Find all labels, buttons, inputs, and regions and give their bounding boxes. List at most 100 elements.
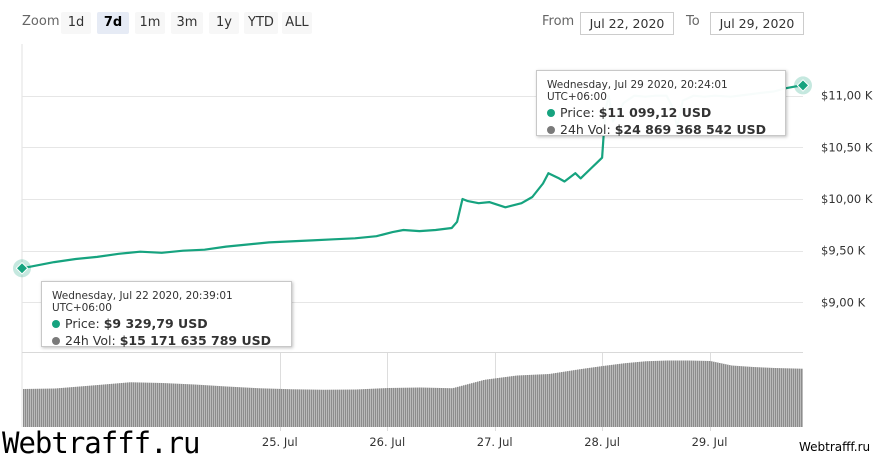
volume-bar — [181, 383, 183, 427]
volume-bar — [579, 369, 581, 427]
volume-bar — [83, 386, 85, 427]
tooltip-start-vol-label: 24h Vol: — [65, 333, 116, 348]
volume-bar — [363, 389, 365, 427]
zoom-3m-button[interactable]: 3m — [171, 12, 203, 34]
volume-bar — [483, 379, 485, 427]
volume-bar — [119, 383, 121, 427]
volume-bar — [661, 360, 663, 427]
volume-bar — [793, 368, 795, 427]
volume-bar — [553, 373, 555, 427]
volume-bar — [577, 369, 579, 427]
volume-bar — [427, 387, 429, 427]
volume-bar — [191, 384, 193, 427]
volume-bar — [597, 366, 599, 427]
volume-bar — [529, 374, 531, 427]
zoom-1d-button[interactable]: 1d — [61, 12, 91, 34]
volume-bar — [89, 385, 91, 427]
volume-bar — [623, 363, 625, 427]
volume-bar — [117, 383, 119, 427]
volume-bar — [283, 389, 285, 427]
volume-bar — [495, 378, 497, 427]
volume-bar — [355, 389, 357, 427]
volume-bar — [611, 364, 613, 427]
volume-bar — [347, 389, 349, 427]
volume-bar — [33, 388, 35, 427]
volume-bar — [177, 383, 179, 427]
volume-dot-icon — [52, 336, 60, 345]
volume-bar — [139, 382, 141, 427]
volume-bar — [411, 387, 413, 427]
watermark-left: Webtrafff.ru — [2, 426, 201, 460]
volume-bar — [391, 387, 393, 427]
volume-bar — [297, 389, 299, 427]
volume-bar — [441, 388, 443, 427]
volume-bar — [267, 388, 269, 427]
volume-bar — [57, 388, 59, 427]
volume-bar — [681, 360, 683, 427]
volume-bar — [103, 384, 105, 427]
volume-bar — [125, 382, 127, 427]
volume-bar — [591, 367, 593, 427]
volume-bar — [797, 368, 799, 427]
zoom-all-button[interactable]: ALL — [282, 12, 312, 34]
volume-bar — [299, 389, 301, 427]
from-date-input[interactable]: Jul 22, 2020 — [580, 12, 674, 35]
volume-bar — [475, 382, 477, 427]
volume-bar — [619, 363, 621, 427]
zoom-1y-button[interactable]: 1y — [209, 12, 239, 34]
volume-bar — [23, 388, 25, 427]
volume-bar — [589, 367, 591, 427]
volume-bar — [783, 368, 785, 427]
volume-bar — [709, 360, 711, 427]
volume-bar — [225, 386, 227, 427]
volume-bar — [43, 388, 45, 427]
volume-bar — [739, 366, 741, 427]
volume-bar — [565, 371, 567, 427]
volume-bar — [729, 365, 731, 427]
volume-bar — [789, 368, 791, 427]
volume-bar — [781, 368, 783, 427]
volume-bar — [31, 388, 33, 427]
zoom-1m-button[interactable]: 1m — [135, 12, 165, 34]
zoom-7d-button[interactable]: 7d — [97, 12, 129, 34]
tooltip-start-vol-row: 24h Vol: $15 171 635 789 USD — [52, 333, 291, 348]
volume-bar — [335, 389, 337, 427]
zoom-ytd-button[interactable]: YTD — [244, 12, 278, 34]
to-date-input[interactable]: Jul 29, 2020 — [710, 12, 804, 35]
volume-bar — [515, 375, 517, 427]
volume-bar — [343, 389, 345, 427]
volume-bar — [711, 361, 713, 427]
volume-bar — [95, 385, 97, 427]
volume-bar — [569, 370, 571, 427]
volume-bar — [743, 366, 745, 427]
volume-bar — [499, 377, 501, 427]
volume-bar — [759, 367, 761, 427]
volume-bar — [687, 360, 689, 427]
volume-bar — [545, 374, 547, 427]
volume-bar — [73, 386, 75, 427]
tooltip-end-price-label: Price: — [560, 105, 595, 120]
volume-bar — [271, 388, 273, 427]
volume-bar — [575, 369, 577, 427]
volume-bar — [91, 385, 93, 427]
volume-bar — [203, 385, 205, 427]
volume-bar — [149, 382, 151, 427]
volume-bar — [557, 372, 559, 427]
volume-bar — [787, 368, 789, 427]
volume-bar — [29, 388, 31, 427]
volume-bar — [443, 388, 445, 427]
volume-bar — [657, 360, 659, 427]
volume-bar — [395, 387, 397, 427]
tooltip-end-vol-row: 24h Vol: $24 869 368 542 USD — [547, 122, 785, 137]
volume-bar — [375, 388, 377, 427]
volume-bar — [37, 388, 39, 427]
volume-bar — [487, 379, 489, 427]
volume-bar — [193, 384, 195, 427]
volume-bar — [315, 389, 317, 427]
volume-bar — [573, 370, 575, 427]
volume-bar — [751, 366, 753, 427]
volume-bar — [379, 388, 381, 427]
volume-bar — [599, 366, 601, 427]
volume-bar — [243, 387, 245, 427]
volume-bars — [23, 360, 803, 427]
